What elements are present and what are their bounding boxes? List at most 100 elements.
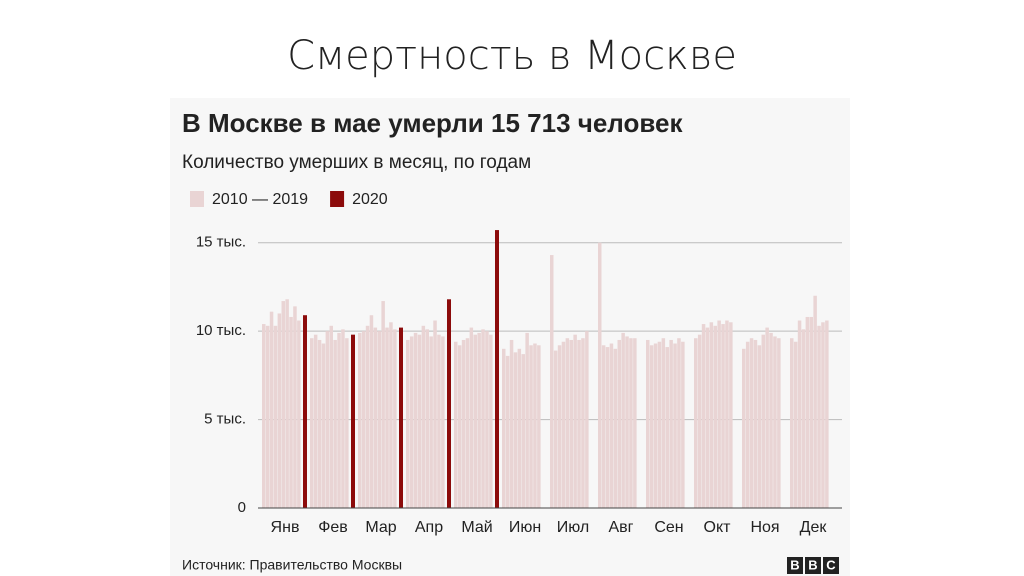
bar xyxy=(293,306,297,508)
logo-box xyxy=(805,557,821,574)
bar xyxy=(413,332,418,508)
bar xyxy=(313,334,318,508)
bar xyxy=(262,324,266,508)
bar xyxy=(573,334,577,508)
bar xyxy=(725,320,729,508)
bar xyxy=(389,322,393,508)
bar xyxy=(681,341,685,508)
bar xyxy=(385,327,389,508)
bar xyxy=(790,338,794,508)
bar xyxy=(429,336,433,508)
bar xyxy=(289,316,293,508)
bar xyxy=(621,332,625,508)
logo-letter: B xyxy=(790,557,799,572)
logo-letter: C xyxy=(826,557,836,572)
bar xyxy=(509,339,514,508)
bar xyxy=(406,339,410,508)
bar xyxy=(757,345,762,508)
bar xyxy=(393,329,397,508)
bar xyxy=(825,320,829,508)
legend-swatch xyxy=(330,191,345,207)
bar xyxy=(761,334,765,508)
bar xyxy=(805,316,810,508)
bar xyxy=(337,332,341,508)
bar xyxy=(477,332,481,508)
bar xyxy=(533,343,537,508)
bar xyxy=(281,301,285,508)
bar xyxy=(801,329,806,508)
x-tick-label: Сен xyxy=(654,519,683,536)
bar xyxy=(777,338,781,508)
bar xyxy=(773,336,777,508)
bar xyxy=(577,339,581,508)
bar xyxy=(629,338,633,508)
x-tick-label: Июл xyxy=(557,519,589,536)
bar xyxy=(361,331,366,508)
bar xyxy=(365,325,370,508)
bar xyxy=(821,322,825,508)
bar xyxy=(277,313,282,508)
bar xyxy=(657,341,662,508)
chart-subtitle: Количество умерших в месяц, по годам xyxy=(182,152,531,173)
x-tick-label: Окт xyxy=(704,519,732,536)
bar xyxy=(461,339,466,508)
bar xyxy=(441,336,445,508)
bar xyxy=(601,345,606,508)
legend-swatch xyxy=(190,191,204,207)
bar xyxy=(417,334,422,508)
bar xyxy=(321,343,326,508)
bar xyxy=(721,324,725,508)
bar xyxy=(729,322,733,508)
bar xyxy=(495,230,499,509)
bar xyxy=(745,341,750,508)
bar xyxy=(381,301,385,508)
x-tick-label: Дек xyxy=(800,519,828,536)
x-tick-label: Фев xyxy=(318,519,348,536)
bar xyxy=(713,325,717,508)
bar xyxy=(517,348,522,508)
bar xyxy=(653,343,658,508)
logo-letter: B xyxy=(808,557,817,572)
y-tick-label: 5 тыс. xyxy=(204,411,246,428)
bar xyxy=(753,339,758,508)
bar xyxy=(697,334,702,508)
bar xyxy=(333,339,337,508)
bar xyxy=(325,331,330,508)
bar xyxy=(433,320,437,508)
legend-label: 2020 xyxy=(352,191,388,208)
slide-title: Смертность в Москве xyxy=(287,33,737,79)
y-tick-label: 10 тыс. xyxy=(196,322,246,339)
bar xyxy=(569,339,573,508)
chart-title: В Москве в мае умерли 15 713 человек xyxy=(182,108,683,138)
bar xyxy=(797,320,802,508)
legend-label: 2010 — 2019 xyxy=(212,191,308,208)
bar xyxy=(454,341,458,508)
bar xyxy=(717,320,721,508)
bar xyxy=(793,341,798,508)
bar xyxy=(633,338,637,508)
bar xyxy=(358,332,362,508)
bar xyxy=(609,343,614,508)
bar xyxy=(273,325,278,508)
bar xyxy=(297,320,301,508)
bar xyxy=(341,329,345,508)
bar xyxy=(581,338,585,508)
bar xyxy=(473,334,477,508)
bar xyxy=(765,327,769,508)
bar xyxy=(669,339,673,508)
bar xyxy=(409,336,414,508)
bar xyxy=(769,332,773,508)
logo-box xyxy=(787,557,803,574)
y-tick-label: 0 xyxy=(238,499,246,516)
bar xyxy=(613,348,618,508)
bar xyxy=(646,339,650,508)
bar xyxy=(521,354,525,508)
bar xyxy=(742,348,746,508)
bar xyxy=(550,255,554,508)
bar xyxy=(525,332,529,508)
bar xyxy=(485,331,489,508)
x-tick-label: Июн xyxy=(509,519,541,536)
bar xyxy=(677,338,681,508)
bar xyxy=(749,338,754,508)
